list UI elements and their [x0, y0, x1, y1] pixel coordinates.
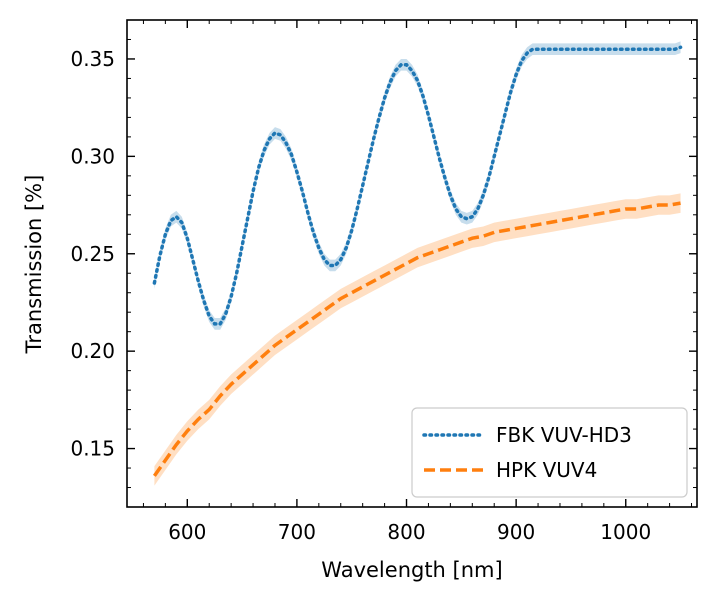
series-band-1: [154, 193, 681, 486]
x-axis-label: Wavelength [nm]: [321, 558, 502, 582]
y-tick-label: 0.25: [70, 242, 115, 266]
plot-area: [152, 41, 683, 486]
x-tick-label: 600: [168, 520, 206, 544]
axes-frame: [126, 19, 698, 508]
x-tick-label: 1000: [600, 520, 651, 544]
y-axis-label: Transmission [%]: [22, 175, 46, 355]
y-tick-label: 0.20: [70, 339, 115, 363]
legend-label-hpk: HPK VUV4: [496, 458, 597, 482]
y-tick-label: 0.15: [70, 437, 115, 461]
x-tick-label: 700: [278, 520, 316, 544]
series-line-1: [152, 201, 681, 477]
y-tick-label: 0.35: [70, 47, 115, 71]
series-line-0: [152, 45, 683, 326]
legend-label-fbk: FBK VUV-HD3: [496, 423, 632, 447]
x-tick-label: 900: [497, 520, 535, 544]
legend: FBK VUV-HD3 HPK VUV4: [411, 407, 688, 498]
x-tick-label: 800: [387, 520, 425, 544]
axis-ticks: 600 700 800 900 1000 0.15 0.20 0.25 0.30 0.35: [70, 19, 697, 544]
legend-box: [411, 407, 688, 498]
y-tick-label: 0.30: [70, 144, 115, 168]
